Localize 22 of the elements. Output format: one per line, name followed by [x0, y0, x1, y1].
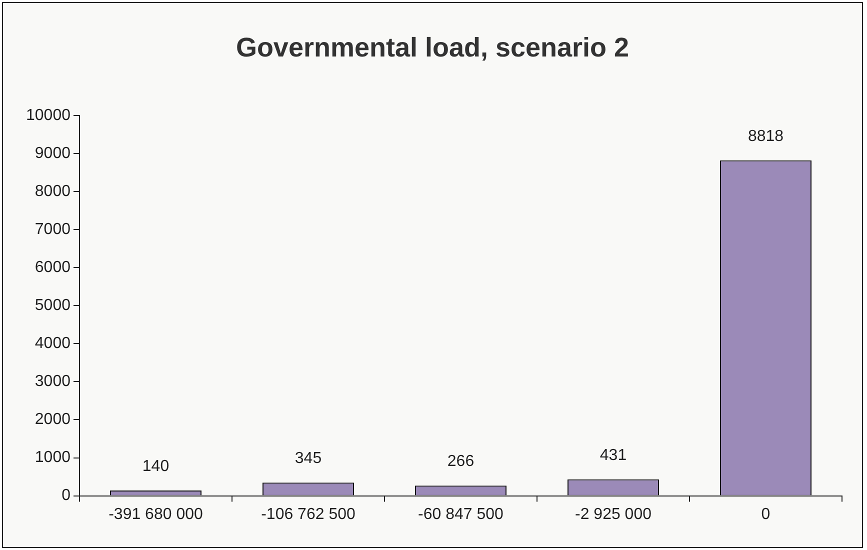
x-tick-label: 0	[761, 506, 770, 523]
y-tick-label: 7000	[34, 220, 71, 238]
x-tick-label: -2 925 000	[574, 506, 652, 523]
y-tick-label: 3000	[34, 373, 71, 390]
y-tick-label: 4000	[34, 335, 71, 352]
data-label: 8818	[748, 128, 784, 145]
y-tick-label: 10000	[26, 106, 71, 124]
x-tick-label: -60 847 500	[418, 506, 504, 523]
y-tick-label: 1000	[34, 449, 71, 466]
x-tick-label: -391 680 000	[108, 506, 203, 523]
y-tick-label: 8000	[34, 182, 71, 200]
x-tick-label: -106 762 500	[261, 506, 356, 523]
y-tick-label: 5000	[34, 297, 71, 314]
data-label: 345	[294, 450, 322, 468]
data-label: 431	[600, 446, 627, 464]
y-tick-label: 6000	[34, 258, 71, 276]
data-label: 266	[447, 453, 474, 470]
chart-title: Governmental load, scenario 2	[236, 32, 630, 63]
y-tick-label: 9000	[34, 144, 71, 162]
y-tick-label: 2000	[34, 411, 71, 428]
data-label: 140	[142, 458, 170, 475]
y-tick-label: 0	[62, 487, 71, 504]
